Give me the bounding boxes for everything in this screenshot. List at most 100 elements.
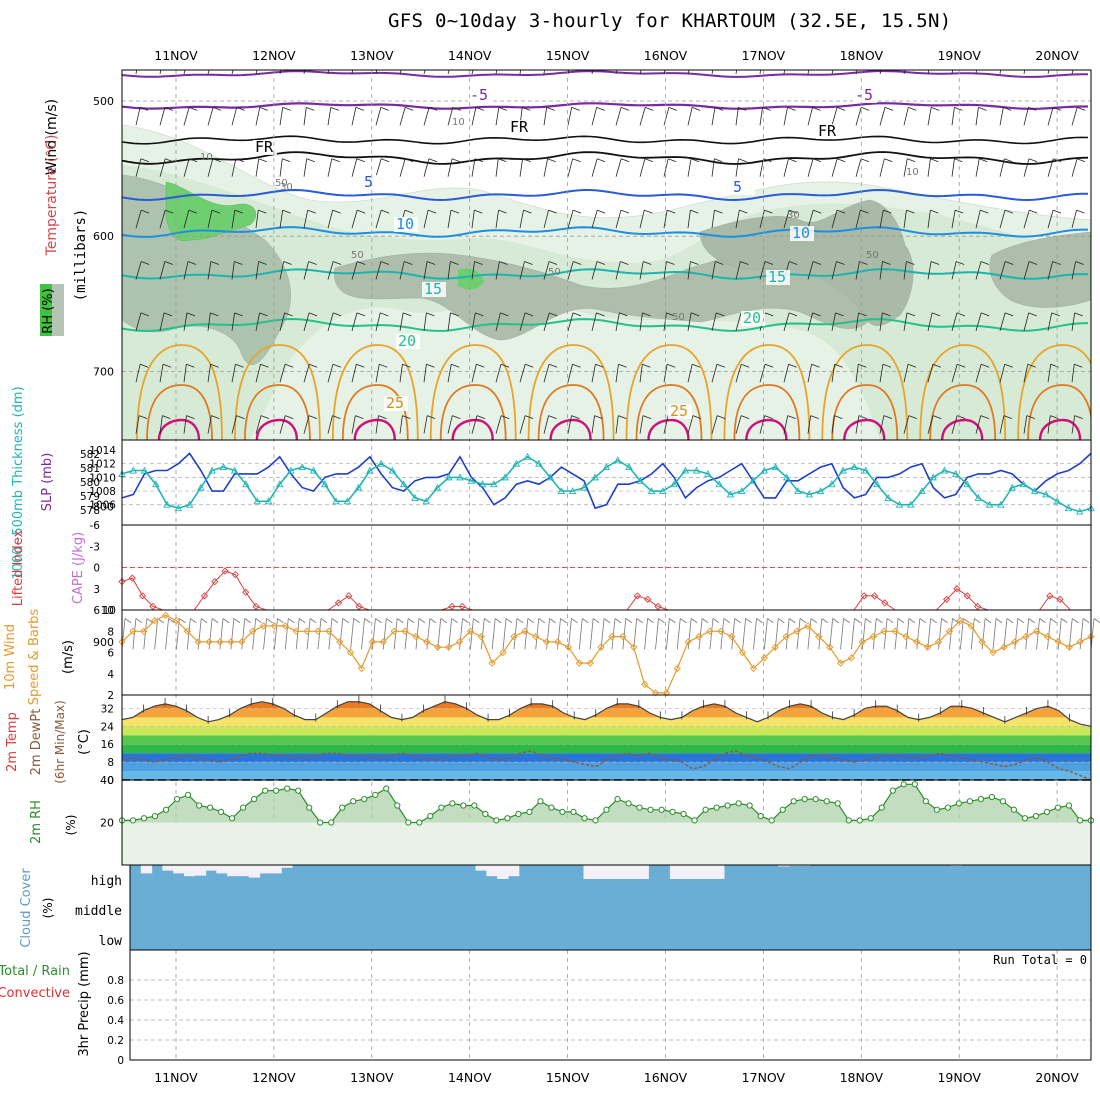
upper-wind-barb-flag (812, 261, 822, 265)
upper-wind-barb (759, 70, 761, 75)
upper-wind-barb (423, 415, 428, 434)
rh-marker (724, 802, 731, 809)
wind-speed-marker (423, 638, 431, 646)
thickness-point-marker (647, 487, 656, 495)
rh-contour-label: 10 (906, 167, 919, 178)
upper-wind-barb (880, 518, 885, 536)
thickness-tick-label: 578 (80, 505, 100, 517)
upper-ylabel-rh: RH (%) (41, 288, 56, 333)
rh-marker (184, 791, 192, 798)
rh-marker (173, 796, 181, 803)
thickness-tick-label: 580 (80, 477, 100, 489)
thickness-point-marker (929, 473, 938, 481)
upper-wind-barb (136, 518, 138, 536)
upper-wind-barb-flag (764, 261, 774, 265)
day-label-bottom: 17NOV (742, 1070, 786, 1085)
lifted-index-marker (242, 588, 250, 596)
upper-wind-barb-flag (1077, 621, 1085, 624)
upper-wind-barb (543, 312, 550, 331)
isotherm-label: 20 (743, 309, 761, 327)
surface-wind-barb (361, 618, 365, 650)
rh-marker (955, 800, 962, 807)
upper-wind-barb (975, 107, 979, 126)
thickness-point-marker (332, 497, 340, 505)
upper-wind-barb-flag (210, 261, 220, 265)
slp-series-line (121, 452, 1092, 510)
surface-wind-barb (840, 618, 844, 650)
upper-wind-barb-flag (404, 261, 413, 265)
upper-wind-barb (952, 570, 955, 588)
upper-wind-barb (183, 415, 187, 434)
surface-wind-barb (470, 618, 474, 650)
upper-wind-barb-flag (1050, 415, 1059, 419)
upper-wind-barb (207, 158, 214, 177)
upper-wind-barb-flag (933, 518, 941, 521)
thickness-point-marker (625, 463, 633, 471)
thickness-point-marker (749, 476, 757, 484)
upper-wind-barb-flag (476, 363, 485, 368)
upper-wind-barb-flag (693, 56, 701, 59)
surface-wind-barb-flag (222, 618, 230, 624)
upper-wind-barb (231, 415, 237, 434)
surface-wind-barb-flag (179, 618, 186, 624)
upper-wind-barb-flag (381, 621, 389, 624)
upper-wind-barb-flag (1053, 570, 1061, 573)
upper-wind-barb-flag (596, 261, 606, 265)
upper-wind-barb (519, 364, 526, 383)
surface-wind-barb-flag (1028, 618, 1035, 624)
upper-wind-barb (567, 364, 573, 383)
wind-speed-marker (412, 632, 420, 641)
upper-wind-barb (231, 107, 238, 126)
surface-wind-barb-flag (146, 618, 154, 624)
upper-wind-barb-flag (597, 672, 605, 675)
upper-wind-barb-flag (1076, 209, 1085, 214)
thickness-point-marker (873, 480, 881, 488)
upper-wind-barb-flag (787, 106, 796, 111)
upper-wind-barb-flag (546, 570, 554, 573)
surface-wind-barb (524, 618, 529, 650)
upper-wind-barb (951, 261, 957, 280)
upper-wind-barb (520, 672, 523, 690)
upper-wind-barb (736, 518, 740, 536)
isotherm-label-bg (394, 217, 418, 232)
rh-marker (438, 804, 445, 811)
upper-wind-barb (1072, 518, 1077, 536)
upper-wind-barb (256, 570, 261, 588)
upper-wind-barb-flag (861, 570, 869, 573)
upper-wind-barb (687, 415, 694, 434)
panel-frame-slp (121, 439, 1092, 526)
upper-wind-barb (136, 467, 138, 485)
upper-wind-barb-flag (356, 312, 366, 317)
upper-wind-barb (639, 107, 646, 126)
upper-wind-barb-flag (1029, 209, 1038, 214)
isotherm-25-lobe (527, 344, 615, 440)
upper-wind-barb-flag (213, 518, 221, 521)
upper-wind-barb (280, 570, 284, 588)
rh-swatch-gray (52, 284, 64, 336)
rh-marker (394, 802, 401, 809)
upper-wind-barb-flag (764, 672, 772, 675)
upper-wind-barb-flag (165, 621, 173, 624)
rh-70-region-b (458, 268, 484, 290)
isotherm-freezing (122, 151, 1089, 165)
upper-wind-barb-flag (165, 158, 174, 163)
upper-wind-barb (855, 261, 860, 280)
upper-wind-barb (400, 672, 405, 690)
lifted-index-marker (644, 595, 652, 604)
upper-wind-barb-flag (739, 570, 747, 573)
upper-wind-barb (928, 518, 933, 536)
upper-wind-barb-flag (1028, 570, 1036, 573)
upper-layer (122, 56, 1091, 690)
upper-wind-barb (592, 672, 597, 690)
upper-wind-barb-flag (188, 209, 197, 214)
upper-wind-barb-flag (307, 209, 316, 214)
upper-wind-barb (759, 364, 766, 383)
upper-wind-barb-flag (330, 56, 338, 59)
upper-wind-barb (927, 415, 934, 434)
isotherm-label: FR (818, 122, 837, 140)
isotherm-15 (122, 268, 1089, 280)
thickness-point-marker (535, 459, 543, 467)
wind-speed-marker (651, 689, 660, 697)
upper-wind-barb (183, 158, 190, 177)
upper-wind-barb (591, 364, 596, 383)
